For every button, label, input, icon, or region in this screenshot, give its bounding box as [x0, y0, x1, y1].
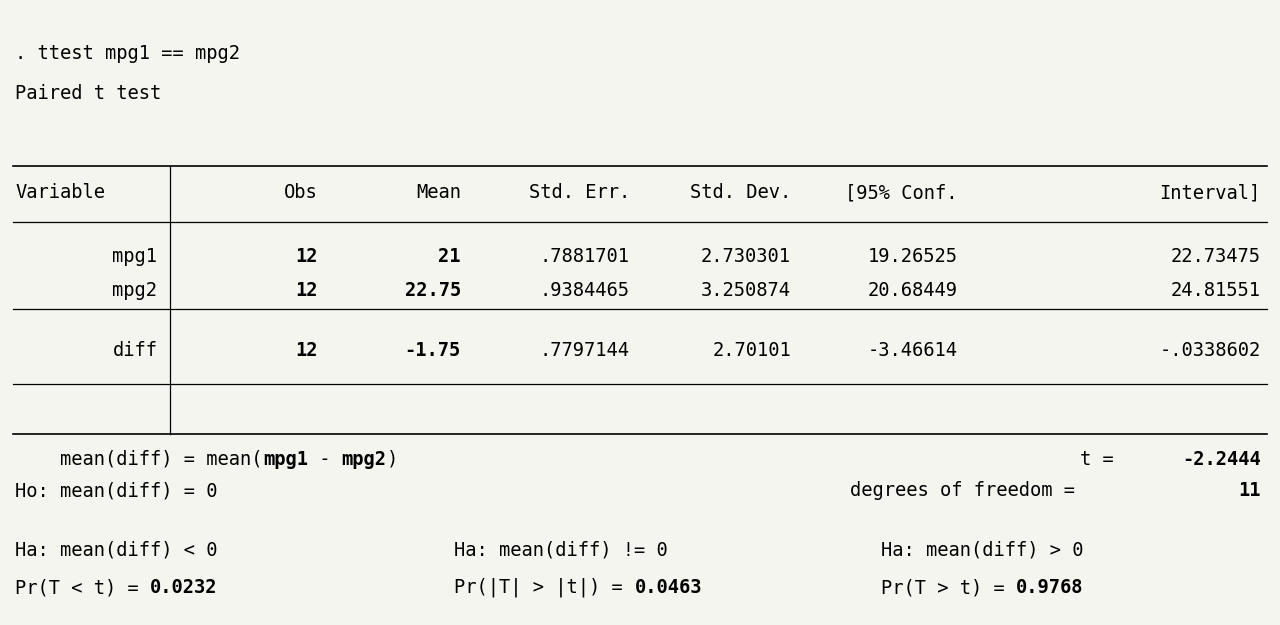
- Text: ): ): [387, 450, 398, 469]
- Text: .9384465: .9384465: [540, 281, 630, 300]
- Text: 2.730301: 2.730301: [701, 247, 791, 266]
- Text: -.0338602: -.0338602: [1160, 341, 1261, 359]
- Text: Variable: Variable: [15, 183, 105, 202]
- Text: .7881701: .7881701: [540, 247, 630, 266]
- Text: mpg2: mpg2: [113, 281, 157, 300]
- Text: Std. Dev.: Std. Dev.: [690, 183, 791, 202]
- Text: diff: diff: [113, 341, 157, 359]
- Text: Ha: mean(diff) != 0: Ha: mean(diff) != 0: [454, 541, 668, 559]
- Text: . ttest mpg1 == mpg2: . ttest mpg1 == mpg2: [15, 44, 241, 63]
- Text: .7797144: .7797144: [540, 341, 630, 359]
- Text: mean(diff) = mean(: mean(diff) = mean(: [15, 450, 262, 469]
- Text: Std. Err.: Std. Err.: [529, 183, 630, 202]
- Text: 3.250874: 3.250874: [701, 281, 791, 300]
- Text: 21: 21: [438, 247, 461, 266]
- Text: 11: 11: [1238, 481, 1261, 500]
- Text: Obs: Obs: [284, 183, 317, 202]
- Text: -2.2444: -2.2444: [1181, 450, 1261, 469]
- Text: 0.0232: 0.0232: [150, 578, 218, 597]
- Text: mpg2: mpg2: [342, 450, 387, 469]
- Text: mpg1: mpg1: [113, 247, 157, 266]
- Text: 24.81551: 24.81551: [1171, 281, 1261, 300]
- Text: -3.46614: -3.46614: [868, 341, 957, 359]
- Text: 20.68449: 20.68449: [868, 281, 957, 300]
- Text: t =: t =: [1080, 450, 1114, 469]
- Text: Interval]: Interval]: [1160, 183, 1261, 202]
- Text: degrees of freedom =: degrees of freedom =: [850, 481, 1075, 500]
- Text: Pr(T > t) =: Pr(T > t) =: [881, 578, 1015, 597]
- Text: 0.9768: 0.9768: [1015, 578, 1083, 597]
- Text: Mean: Mean: [416, 183, 461, 202]
- Text: mpg1: mpg1: [262, 450, 308, 469]
- Text: 22.75: 22.75: [404, 281, 461, 300]
- Text: Pr(T < t) =: Pr(T < t) =: [15, 578, 150, 597]
- Text: Ha: mean(diff) > 0: Ha: mean(diff) > 0: [881, 541, 1083, 559]
- Text: 12: 12: [294, 341, 317, 359]
- Text: 12: 12: [294, 247, 317, 266]
- Text: Paired t test: Paired t test: [15, 84, 161, 103]
- Text: 19.26525: 19.26525: [868, 247, 957, 266]
- Text: 0.0463: 0.0463: [635, 578, 701, 597]
- Text: 12: 12: [294, 281, 317, 300]
- Text: 2.70101: 2.70101: [712, 341, 791, 359]
- Text: [95% Conf.: [95% Conf.: [845, 183, 957, 202]
- Text: 22.73475: 22.73475: [1171, 247, 1261, 266]
- Text: -: -: [308, 450, 342, 469]
- Text: Ha: mean(diff) < 0: Ha: mean(diff) < 0: [15, 541, 218, 559]
- Text: -1.75: -1.75: [404, 341, 461, 359]
- Text: Pr(|T| > |t|) =: Pr(|T| > |t|) =: [454, 578, 635, 598]
- Text: Ho: mean(diff) = 0: Ho: mean(diff) = 0: [15, 481, 218, 500]
